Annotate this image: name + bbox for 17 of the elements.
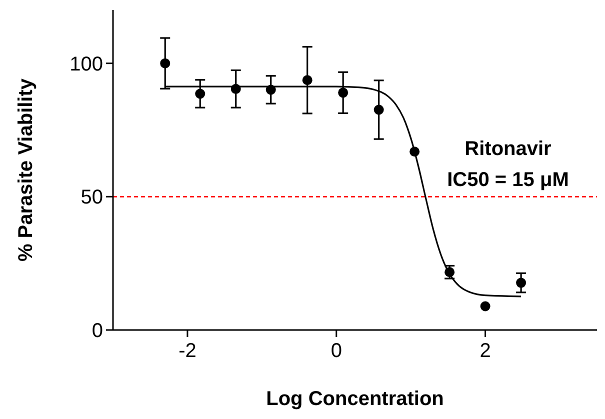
- point: [338, 88, 348, 98]
- annotation: IC50 = 15 μM: [447, 169, 569, 191]
- y-axis-title: % Parasite Viability: [15, 78, 37, 262]
- x-tick-label: 2: [480, 340, 491, 362]
- x-tick-label: 0: [330, 340, 342, 362]
- x-axis-title: Log Concentration: [266, 388, 444, 410]
- point: [516, 278, 526, 288]
- point: [160, 58, 170, 68]
- point: [195, 88, 206, 99]
- point: [374, 104, 384, 115]
- annotation: Ritonavir: [464, 138, 552, 160]
- point: [480, 301, 490, 312]
- y-tick-label: 100: [70, 53, 103, 76]
- y-tick-label: 0: [92, 320, 103, 342]
- y-tick-label: 50: [80, 186, 103, 209]
- x-tick-label: -2: [178, 340, 196, 362]
- point: [302, 75, 312, 86]
